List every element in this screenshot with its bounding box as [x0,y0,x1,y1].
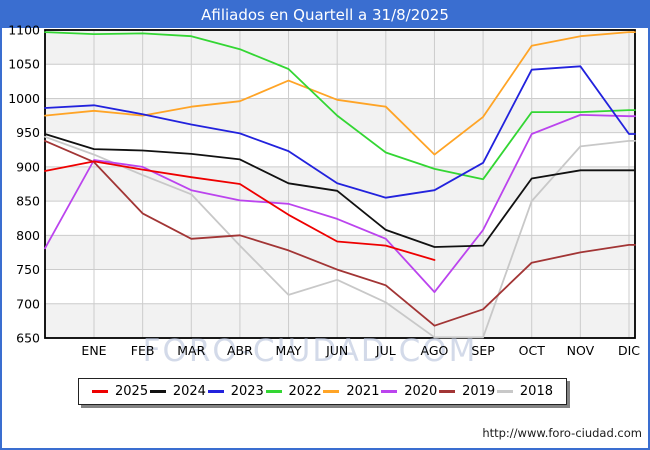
series-line-2022 [44,31,636,181]
legend-dash-2021 [323,390,340,393]
legend-item-2023: 2023 [207,384,264,399]
legend-dash-2018 [496,390,513,393]
x-axis-month-label: ENE [81,343,106,358]
y-axis-tick-label: 750 [16,262,40,277]
legend-dash-2022 [265,390,282,393]
legend-item-2019: 2019 [439,384,495,399]
x-axis-month-label: NOV [567,343,595,358]
y-axis-tick-label: 800 [16,228,40,243]
legend-item-2022: 2022 [265,384,322,399]
series-line-2024 [44,133,636,248]
legend-item-2025: 2025 [92,384,148,399]
y-axis-tick-label: 1000 [8,91,40,106]
x-axis-month-label: FEB [131,343,155,358]
y-axis-tick-label: 900 [16,159,40,174]
series-line-2018 [44,135,636,339]
y-axis-tick-label: 850 [16,194,40,209]
watermark: FORO-CIUDAD.COM [143,333,478,369]
legend-dash-2023 [207,390,224,393]
legend-item-2021: 2021 [323,384,379,399]
legend-label-2020: 2020 [404,384,438,399]
chart-legend: 2025 2024 2023 2022 2021 2020 2019 2018 [78,378,567,405]
x-axis-month-label: MAR [177,343,205,358]
x-axis-month-label: OCT [519,343,546,358]
series-line-2025 [44,160,436,261]
x-axis-month-label: AGO [421,343,449,358]
legend-label-2025: 2025 [115,384,149,399]
footer-link[interactable]: http://www.foro-ciudad.com [482,426,642,440]
y-axis-tick-label: 1050 [8,57,40,72]
series-line-2021 [44,31,636,156]
plot-band [45,30,635,65]
legend-dash-2020 [381,390,398,393]
plot-band [45,303,635,338]
legend-label-2019: 2019 [462,384,496,399]
y-axis-tick-label: 950 [16,125,40,140]
legend-dash-2019 [439,390,456,393]
chart-title: Afiliados en Quartell a 31/8/2025 [2,2,648,28]
y-axis-tick-label: 700 [16,296,40,311]
y-axis-tick-label: 650 [16,331,40,346]
y-axis-tick-label: 1100 [8,23,40,38]
legend-label-2021: 2021 [346,384,380,399]
series-line-2019 [44,139,636,327]
series-line-2023 [44,65,636,199]
legend-label-2023: 2023 [230,384,264,399]
legend-item-2020: 2020 [381,384,437,399]
x-axis-month-label: JUL [375,343,396,358]
legend-label-2018: 2018 [519,384,553,399]
legend-label-2024: 2024 [172,384,206,399]
legend-dash-2024 [149,390,166,393]
x-axis-month-label: JUN [325,343,348,358]
x-axis-month-label: ABR [227,343,253,358]
x-axis-month-label: DIC [618,343,640,358]
legend-label-2022: 2022 [288,384,322,399]
x-axis-month-label: SEP [471,343,495,358]
legend-dash-2025 [92,390,108,393]
plot-band [45,235,635,270]
legend-item-2018: 2018 [496,384,553,399]
plot-border [44,29,636,339]
legend-item-2024: 2024 [149,384,206,399]
x-axis-month-label: MAY [276,343,302,358]
